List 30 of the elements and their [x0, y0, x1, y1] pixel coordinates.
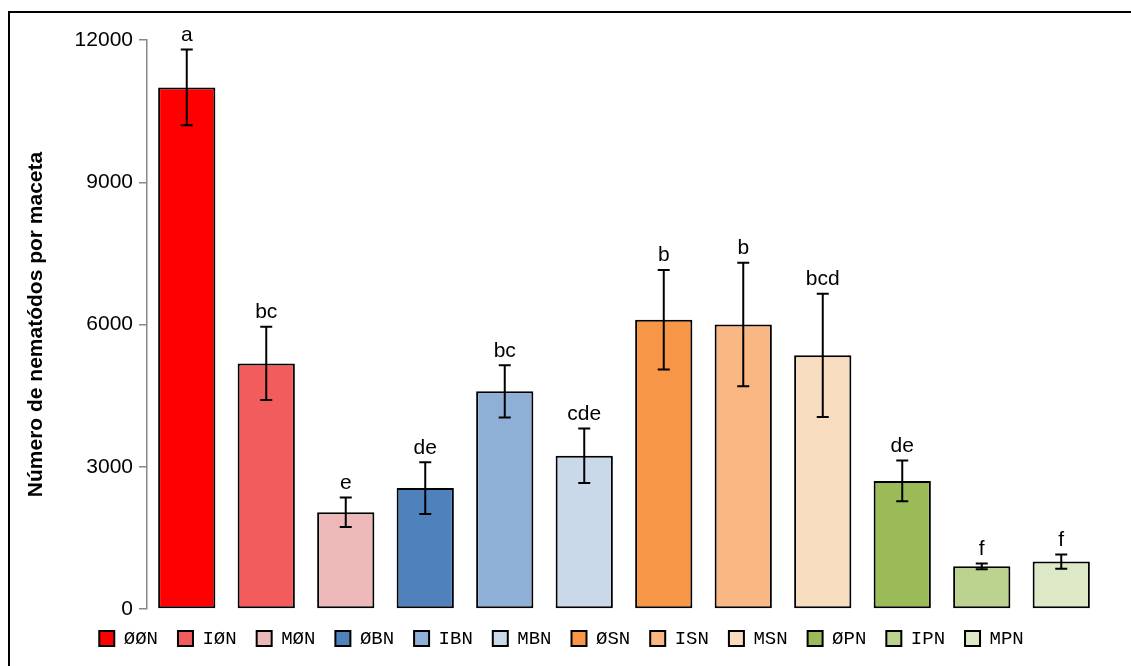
annotation: f: [978, 535, 985, 559]
legend-label: ØPN: [832, 627, 867, 650]
annotation: a: [180, 21, 193, 45]
y-tick-label: 9000: [86, 169, 133, 193]
legend-label: ØBN: [359, 627, 395, 650]
annotation: e: [339, 469, 352, 493]
y-tick-label: 0: [121, 595, 133, 619]
annotation: bcd: [805, 265, 840, 289]
legend-label: IØN: [202, 627, 237, 650]
y-axis-title: Número de nematódos por maceta: [23, 151, 47, 498]
annotation: bc: [493, 337, 516, 361]
annotation: b: [737, 235, 750, 259]
legend-label: MPN: [989, 627, 1024, 650]
legend-label: ØØN: [123, 627, 158, 650]
legend-label: IPN: [910, 627, 946, 650]
legend-label: MØN: [281, 627, 316, 650]
y-tick-label: 12000: [74, 26, 133, 50]
annotation: de: [413, 434, 437, 458]
annotation: b: [657, 242, 670, 266]
legend-label: IBN: [438, 627, 473, 650]
y-tick-label: 6000: [86, 311, 133, 335]
annotation: cde: [567, 400, 602, 424]
legend-label: MBN: [517, 627, 552, 650]
legend-label: ØSN: [596, 627, 631, 650]
annotation: de: [890, 432, 914, 456]
y-tick-label: 3000: [86, 453, 133, 477]
legend-label: MSN: [753, 627, 788, 650]
annotation: f: [1058, 526, 1065, 550]
legend-label: ISN: [674, 627, 709, 650]
annotation: bc: [255, 299, 278, 323]
